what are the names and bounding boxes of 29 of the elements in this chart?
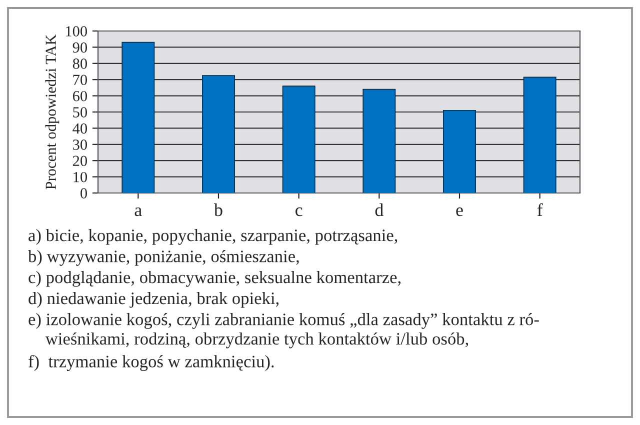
y-tick-label: 0 bbox=[80, 188, 87, 198]
y-tick-label: 70 bbox=[73, 74, 87, 86]
text: c) podglądanie, obmacywanie, seksualne komentarze, bbox=[28, 271, 400, 287]
bar bbox=[202, 75, 235, 193]
text: f) trzymanie kogoś w zamknięciu). bbox=[28, 355, 274, 371]
y-tick-label: 40 bbox=[72, 123, 87, 134]
x-tick-label: a bbox=[134, 207, 142, 216]
text: d) niedawanie jedzenia, brak opieki, bbox=[28, 292, 279, 308]
y-tick-label: 100 bbox=[66, 26, 87, 36]
x-tick-label: b bbox=[214, 203, 222, 216]
bar bbox=[523, 76, 556, 193]
y-tick-label: 20 bbox=[72, 156, 87, 166]
y-tick-label: 50 bbox=[73, 107, 87, 118]
x-tick-label: f bbox=[537, 203, 543, 216]
y-axis-title: Procent odpowiedzi TAK bbox=[45, 34, 60, 190]
x-tick-label: c bbox=[296, 207, 302, 216]
text: b) wyzywanie, poniżanie, ośmieszanie, bbox=[28, 250, 299, 266]
y-tick-label: 80 bbox=[72, 58, 87, 69]
x-tick-label: d bbox=[375, 203, 384, 216]
bar bbox=[122, 42, 155, 193]
y-tick-label: 30 bbox=[73, 140, 87, 150]
bar bbox=[282, 86, 316, 193]
bar bbox=[362, 88, 396, 193]
x-tick-label: e bbox=[456, 207, 463, 216]
text: a) bicie, kopanie, popychanie, szarpanie, potrząsanie, bbox=[28, 229, 398, 245]
y-tick-label: 10 bbox=[74, 172, 87, 182]
bar bbox=[443, 110, 476, 193]
y-tick-label: 90 bbox=[72, 42, 87, 53]
y-tick-label: 60 bbox=[72, 90, 87, 102]
